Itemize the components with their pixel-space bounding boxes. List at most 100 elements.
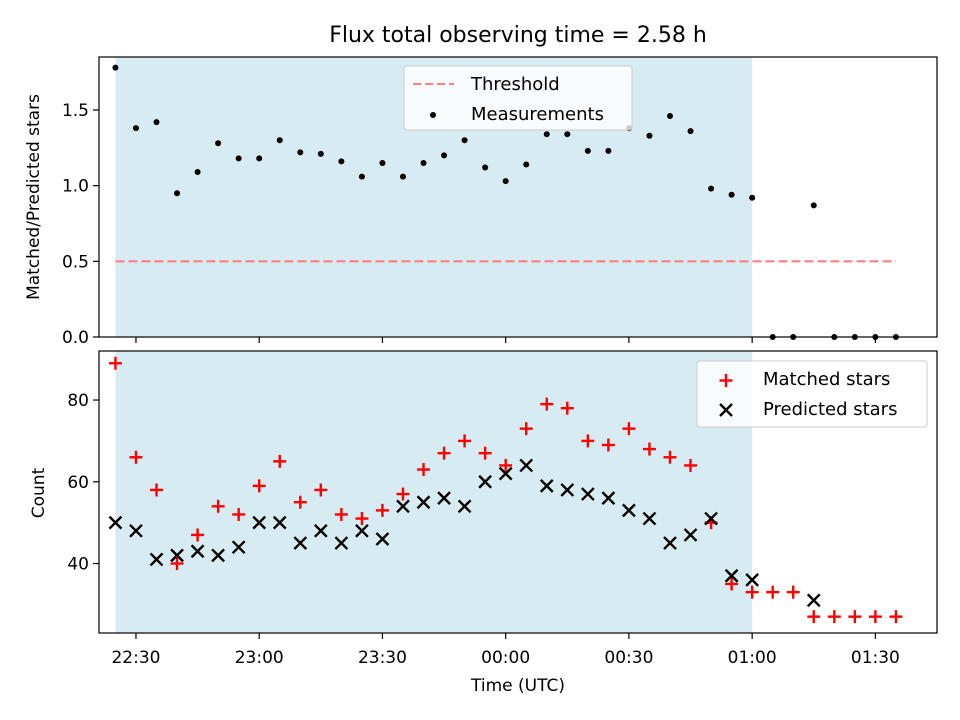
predicted-star-point	[580, 487, 595, 501]
matched-star-point	[273, 454, 287, 468]
matched-star-point	[642, 442, 656, 456]
measurement-point	[605, 147, 612, 154]
matched-star-point	[889, 610, 903, 624]
measurement-point	[441, 152, 448, 159]
measurement-point	[482, 164, 489, 171]
measurement-point	[461, 137, 468, 144]
measurement-point	[543, 131, 550, 138]
predicted-star-point	[170, 548, 184, 563]
measurement-point	[749, 194, 756, 201]
y-tick-label: 1.0	[62, 177, 89, 197]
predicted-star-point	[560, 483, 575, 497]
y-tick-label: 60	[67, 473, 89, 493]
matched-star-point	[807, 610, 821, 624]
measurement-point	[256, 155, 263, 162]
top-panel: 0.0 0.5 1.0 1.5 Matched/Predicted stars Thr…	[24, 56, 938, 348]
predicted-star-point	[108, 515, 123, 530]
legend-threshold-label: Threshold	[470, 74, 560, 95]
measurement-point	[523, 161, 530, 168]
x-axis-label: Time (UTC)	[470, 676, 565, 696]
matched-star-point	[375, 503, 389, 517]
predicted-star-point	[498, 466, 513, 481]
y-tick-label: 80	[67, 391, 89, 411]
x-tick-label: 23:30	[358, 648, 407, 668]
matched-star-point	[786, 585, 800, 599]
matched-star-point	[150, 483, 164, 497]
chart-title: Flux total observing time = 2.58 h	[329, 23, 707, 48]
predicted-star-point	[806, 593, 821, 608]
x-tick-label: 23:00	[235, 648, 284, 668]
x-axis-ticks	[135, 337, 876, 343]
matched-star-point	[766, 585, 780, 599]
predicted-star-point	[437, 491, 451, 505]
measurement-point	[132, 125, 139, 132]
y-tick-label: 40	[67, 555, 89, 575]
predicted-star-point	[457, 499, 472, 514]
measurement-point	[338, 158, 345, 165]
measurement-point	[297, 149, 304, 156]
matched-star-point	[622, 422, 636, 436]
matched-star-point	[581, 434, 595, 448]
y-axis: 40 60 80	[67, 391, 99, 575]
matched-star-point	[355, 512, 369, 526]
matched-star-point	[868, 610, 882, 624]
predicted-star-point	[539, 479, 554, 493]
predicted-star-point	[704, 511, 718, 526]
y-tick-label: 0.0	[62, 328, 89, 348]
measurement-point	[728, 191, 735, 198]
x-tick-label: 01:30	[851, 648, 900, 668]
predicted-star-point	[313, 523, 328, 538]
predicted-star-point	[396, 499, 410, 514]
matched-star-point	[663, 450, 677, 464]
matched-star-point	[108, 356, 122, 370]
matched-star-point	[458, 434, 472, 448]
legend: Matched stars Predicted stars	[696, 360, 928, 428]
matched-star-point	[170, 557, 184, 571]
measurement-point	[502, 178, 509, 185]
predicted-star-point	[355, 523, 369, 538]
observing-span-shade	[115, 351, 753, 633]
y-tick-label: 1.5	[62, 101, 89, 121]
predicted-star-point	[190, 544, 205, 559]
legend-matched-label: Matched stars	[763, 369, 890, 390]
matched-star-point	[478, 446, 492, 460]
matched-star-point	[519, 422, 533, 436]
predicted-star-point	[622, 503, 636, 518]
predicted-star-point	[293, 536, 308, 550]
x-tick-label: 01:00	[728, 648, 777, 668]
matched-star-point	[191, 528, 205, 542]
measurement-point	[810, 202, 817, 209]
legend: Threshold Measurements	[403, 65, 633, 131]
measurement-point	[276, 137, 283, 144]
y-tick-label: 0.5	[62, 252, 89, 272]
matched-star-point	[334, 507, 348, 521]
matched-star-point	[601, 438, 615, 452]
matched-star-point	[684, 458, 698, 472]
x-tick-label: 00:30	[604, 648, 653, 668]
matched-star-point	[396, 487, 410, 501]
measurement-point	[358, 173, 365, 180]
plot-frame	[98, 56, 938, 338]
measurement-point	[379, 159, 386, 166]
matched-star-point	[417, 463, 431, 477]
matched-star-point	[437, 446, 451, 460]
measurement-point	[153, 119, 160, 126]
x-axis: 22:30 23:00 23:30 00:00 00:30 01:00 01:30	[111, 633, 900, 668]
measurement-point	[708, 185, 715, 192]
measurement-point	[564, 131, 571, 138]
legend-measurements-label: Measurements	[471, 104, 604, 125]
predicted-star-point	[129, 523, 143, 538]
measurement-point	[317, 150, 324, 157]
measurement-point	[112, 64, 119, 71]
predicted-star-point	[663, 536, 677, 550]
matched-star-point	[499, 458, 513, 472]
predicted-star-point	[683, 528, 698, 542]
bottom-panel: 40 60 80 22:30 23:00 23:30 00:00 00:30 01:00 01:…	[29, 350, 938, 696]
legend-box	[696, 360, 928, 428]
predicted-star-point	[334, 536, 349, 550]
measurement-point	[584, 147, 591, 154]
legend-predicted-swatch	[719, 403, 733, 417]
predicted-star-point	[416, 495, 431, 510]
legend-matched-swatch	[719, 374, 733, 387]
legend-predicted-label: Predicted stars	[763, 399, 897, 420]
